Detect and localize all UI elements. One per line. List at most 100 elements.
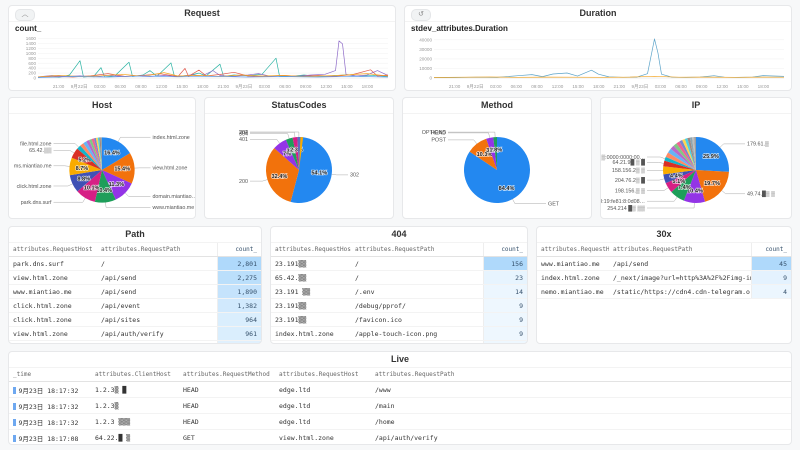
pie-slice[interactable] [676,141,696,170]
row-expand-icon[interactable] [13,402,16,410]
refresh-icon[interactable]: ↺ [411,9,431,21]
pie-slice[interactable] [682,138,696,170]
pie-slice[interactable] [463,137,530,203]
row-expand-icon[interactable] [13,418,16,426]
pie-slice[interactable] [683,170,706,204]
column-header[interactable]: count_ [216,243,261,257]
table-cell: 1,382 [216,298,261,313]
pie-slice[interactable] [285,137,299,170]
pie-slice[interactable] [95,137,102,170]
table-row[interactable]: www.miantiao.me/api/send 45 [537,256,791,271]
table-cell: 961 [216,326,261,341]
x-tick-label: 9月22日 [71,84,88,90]
table-row[interactable]: park.dns.surf/2,801 [9,256,261,271]
pie-slice[interactable] [663,166,696,175]
pie-slice[interactable] [102,169,132,200]
pie-slice[interactable] [100,137,102,170]
pie-slice[interactable] [274,139,299,170]
table-row[interactable]: index.html.zone/_next/image?url=http%3A%… [537,270,791,285]
pie-label: file.html.zone [20,141,51,147]
pie-slice[interactable] [77,169,102,202]
pie-slice[interactable] [687,137,696,170]
table-row[interactable]: 23.191▒▒/156 [271,256,527,271]
table-row[interactable]: view.html.zone/api/auth/verify 961 [9,326,261,341]
pie-slice[interactable] [80,143,102,170]
column-header[interactable]: attributes.RequestPath [609,243,751,257]
table-row[interactable]: 65.42.▒▒/23 [271,270,527,285]
column-header[interactable]: attributes.RequestPath [97,243,217,257]
pie-slice[interactable] [89,139,102,170]
pie-slice[interactable] [102,137,130,170]
table-row[interactable]: www.miantiao.me/api/send 1,890 [9,284,261,299]
pie-slice[interactable] [299,137,304,170]
table-row[interactable]: click.html.zone/api/event 1,382 [9,298,261,313]
pie-slice[interactable] [69,169,102,192]
table-row[interactable]: 23.191▒▒/favicon.ico 9 [271,312,527,327]
column-header[interactable]: attributes.ClientHost [91,368,179,382]
table-cell: 9 [750,270,791,285]
table-row[interactable]: 9月23日 18:17:32 1.2.3▒ HEAD edge.ltd/main [9,397,791,414]
table-row[interactable]: 9月23日 18:17:32 1.2.3 ▒▒▒ HEAD edge.ltd/home [9,413,791,430]
column-header[interactable]: attributes.RequestHost [271,243,351,257]
pie-slice[interactable] [297,136,301,170]
table-row[interactable]: nemo.miantiao.me/static/https://cdn4.cdn… [537,284,791,299]
column-header[interactable]: count_ [750,243,791,257]
table-row[interactable]: 23.191 ▒▒/.env 14 [271,284,527,299]
pie-label-leader [719,143,745,148]
column-header[interactable]: attributes.RequestPath [371,368,791,382]
pie-slice[interactable] [71,148,102,170]
pie-slice[interactable] [679,140,696,170]
pie-label-leader [721,190,745,195]
pie-slice[interactable] [663,160,696,170]
pie-slice[interactable] [689,137,696,170]
table-row[interactable]: 23.191▒▒/debug/pprof/9 [271,298,527,313]
pie-slice[interactable] [99,137,102,170]
pie-slice[interactable] [684,138,696,170]
column-header[interactable]: attributes.RequestMethod [179,368,275,382]
collapse-icon[interactable]: ︿ [15,9,35,21]
pie-slice[interactable] [97,137,102,170]
pie-slice[interactable] [671,170,696,201]
pie-slice[interactable] [664,156,696,170]
pie-slice[interactable] [696,137,730,172]
pie-slice[interactable] [665,152,696,170]
pie-slice[interactable] [493,137,497,170]
pie-slice[interactable] [69,157,102,176]
pie-slice[interactable] [673,143,696,170]
column-header[interactable]: _time [9,368,91,382]
pie-slice[interactable] [665,170,696,192]
pie-slice[interactable] [83,141,102,170]
pie-slice[interactable] [469,138,497,170]
column-header[interactable]: count_ [482,243,527,257]
column-header[interactable]: attributes.RequestPath [351,243,483,257]
pie-slice[interactable] [663,170,696,184]
pie-slice[interactable] [292,137,299,170]
column-header[interactable]: attributes.RequestHost [9,243,97,257]
pie-slice[interactable] [102,153,135,184]
pie-slice[interactable] [266,148,299,202]
pie-slice[interactable] [94,169,116,203]
row-expand-icon[interactable] [13,434,16,442]
pie-slice[interactable] [694,136,696,170]
pie-slice[interactable] [670,145,696,170]
pie-slice[interactable] [77,145,102,170]
pie-slice[interactable] [696,170,729,202]
table-row[interactable]: 9月23日 18:17:32 1.2.3▒ █ HEAD edge.ltd/www [9,381,791,398]
pie-slice[interactable] [692,137,696,170]
table-row[interactable]: 9月23日 18:17:08 64.22.█ ▒ GET view.html.zone… [9,429,791,444]
table-row[interactable]: index.html.zone/apple-touch-icon-precomp… [271,340,527,343]
pie-slice[interactable] [93,137,102,170]
column-header[interactable]: attributes.RequestHost [275,368,371,382]
table-row[interactable]: click.html.zone/api/sites 964 [9,312,261,327]
pie-slice[interactable] [86,139,102,170]
table-row[interactable]: view.html.zone/api/send 2,275 [9,270,261,285]
pie-slice[interactable] [668,148,696,170]
host-panel: Host 16.4% index.html.zone 15.4% view.html.… [8,97,196,219]
row-expand-icon[interactable] [13,386,16,394]
column-header[interactable]: attributes.RequestHost [537,243,609,257]
table-row[interactable]: nemo.miantiao.me/745 [9,340,261,343]
pie-slice[interactable] [91,138,102,170]
table-header-row: attributes.RequestHost attributes.Reques… [271,243,527,257]
table-row[interactable]: index.html.zone/apple-touch-icon.png 9 [271,326,527,341]
pie-slice[interactable] [486,137,497,170]
